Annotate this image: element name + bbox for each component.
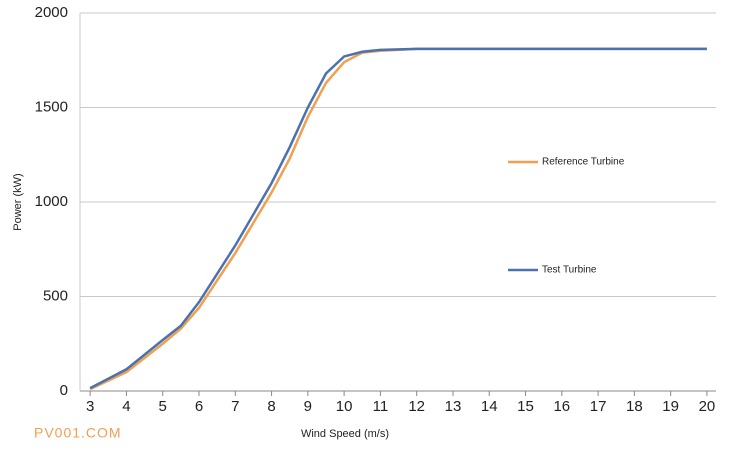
x-tick-label: 4 [122,398,130,415]
x-tick-label: 20 [699,398,716,415]
x-tick-label: 16 [553,398,570,415]
x-tick-label: 3 [86,398,94,415]
y-tick-label: 2000 [35,4,68,21]
x-tick-label: 7 [231,398,239,415]
watermark: PV001.COM [34,425,122,441]
x-tick-label: 10 [336,398,353,415]
x-tick-label: 13 [445,398,462,415]
x-tick-label: 9 [304,398,312,415]
y-tick-label: 500 [43,287,68,304]
x-tick-label: 15 [517,398,534,415]
x-tick-label: 18 [626,398,643,415]
x-tick-label: 5 [159,398,167,415]
x-tick-label: 12 [408,398,425,415]
y-tick-label: 1000 [35,193,68,210]
legend-label: Reference Turbine [542,157,625,168]
y-tick-label: 1500 [35,98,68,115]
x-tick-label: 19 [662,398,679,415]
y-axis-label: Power (kW) [12,173,24,230]
x-tick-label: 14 [481,398,498,415]
x-tick-label: 8 [267,398,275,415]
legend-label: Test Turbine [542,265,597,276]
series-line [89,47,707,391]
x-tick-label: 6 [195,398,203,415]
y-tick-label: 0 [60,382,68,399]
series-line [89,47,707,390]
x-tick-label: 11 [373,398,389,415]
x-tick-label: 17 [590,398,607,415]
x-axis-label: Wind Speed (m/s) [301,428,389,440]
